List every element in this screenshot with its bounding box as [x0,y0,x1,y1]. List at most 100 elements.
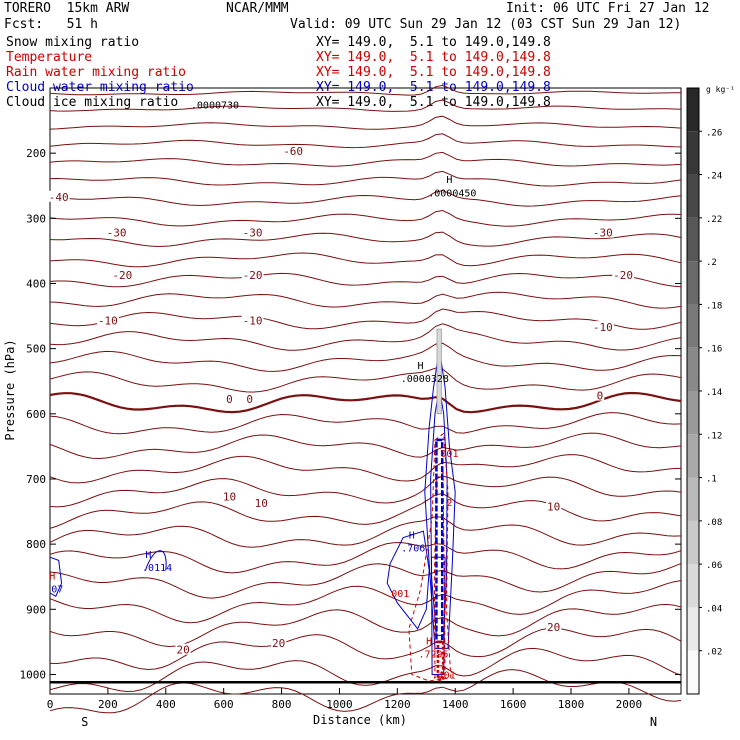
isotherm-label: 10 [255,497,268,510]
isotherm-label-bg [241,268,264,280]
colorbar-tick-label: .24 [706,172,722,182]
cloud-water-contour [49,556,63,597]
cloud-core-contour [435,438,444,644]
x-tick-label: 1600 [500,698,527,711]
isotherm-line [49,209,682,227]
isotherm-label-bg [546,500,562,512]
field-value-label: .0000450 [428,188,476,199]
isotherm-label-bg [221,490,238,502]
isotherm-label: -60 [283,145,303,158]
isotherm-line [49,432,682,460]
field-value-label: .0114 [142,563,172,574]
isotherm-label: 20 [177,644,190,657]
y-tick-label: 700 [26,473,46,486]
isotherm-label: -20 [112,269,132,282]
isotherm-line [49,115,682,130]
isotherm-label-bg [282,145,305,157]
colorbar-segment [687,391,699,435]
x-tick-label: 1800 [558,698,585,711]
isotherm-label-bg [546,620,562,632]
x-tick-label: 2000 [616,698,643,711]
y-tick-label: 500 [26,343,46,356]
plot-frame [49,87,682,695]
colorbar-segment [687,174,699,218]
isotherm-label: -10 [98,315,118,328]
y-tick-label: 600 [26,408,46,421]
isotherm-label-bg [111,268,134,280]
isotherm-label-bg [591,321,614,333]
isotherm-label: -10 [243,315,263,328]
isotherm-label: 0 [226,393,233,406]
field-value-label: .0000730 [191,100,239,111]
isotherm-line [49,669,682,714]
isotherm-line [49,493,682,529]
legend-field-name: Cloud ice mixing ratio [6,95,179,110]
init-time: Init: 06 UTC Fri 27 Jan 12 [506,1,710,16]
y-tick-label: 1000 [20,668,47,681]
isotherm-label-bg [241,314,264,326]
isotherm-label: 0 [597,390,604,403]
isotherm-line [49,562,682,599]
y-tick-label: 200 [26,147,46,160]
isotherm-label: -30 [243,227,263,240]
isotherm-line [49,170,682,187]
colorbar-segment [687,434,699,478]
model-title: TORERO 15km ARW [4,1,130,16]
end-label-north: N [650,715,657,729]
isotherm-line [49,580,682,624]
field-value-label: .0000328 [401,374,449,385]
colorbar-segment [687,304,699,348]
isotherm-line [49,454,682,484]
isotherm-label-bg [241,226,264,238]
isotherm-line [49,391,682,414]
snow-shading [436,328,442,415]
isotherm-line [49,367,682,393]
isotherm-line [49,231,682,247]
field-value-label: 001 [440,449,458,460]
legend-field-coords: XY= 149.0, 5.1 to 149.0,149.8 [316,35,551,50]
isotherm-label: 20 [547,621,560,634]
colorbar-segment [687,88,699,132]
y-tick-label: 800 [26,538,46,551]
cloud-water-contour [386,530,430,630]
isotherm-line [49,323,682,351]
isotherm-line [49,627,682,671]
isotherm-label-bg [175,643,191,655]
y-axis-label: Pressure (hPa) [3,339,17,440]
x-tick-label: 200 [98,698,118,711]
center-label: NCAR/MMM [226,1,289,16]
x-tick-label: 600 [214,698,234,711]
isotherm-label: 0 [246,393,253,406]
isotherm-label: 20 [272,637,285,650]
colorbar-tick-label: .2 [706,258,717,268]
colorbar-tick-label: .04 [706,604,722,614]
legend-field-coords: XY= 149.0, 5.1 to 149.0,149.8 [316,50,551,65]
x-tick-label: 0 [47,698,54,711]
field-value-label: .706 [401,543,425,554]
isotherm-label: -10 [593,321,613,334]
isotherm-line [49,541,682,574]
x-tick-label: 800 [272,698,292,711]
isotherm-line [49,475,682,508]
y-tick-label: 900 [26,603,46,616]
field-value-label: 001 [391,589,409,600]
isotherm-label-bg [591,226,614,238]
field-value-label: .401 [432,670,456,681]
isotherm-label-bg [225,392,234,404]
isotherm-line [49,189,682,207]
colorbar-tick-label: .22 [706,215,722,225]
isotherm-line [49,291,682,309]
isotherm-label-bg [612,268,635,280]
field-value-label: H [426,637,432,648]
isotherm-line [49,603,682,648]
isotherm-label: -30 [593,227,613,240]
isotherm-label: 10 [223,491,236,504]
isotherm-line [49,133,682,149]
field-value-label: H [145,550,151,561]
isotherm-label: -20 [613,269,633,282]
x-tick-label: 1400 [442,698,469,711]
isotherm-label: -40 [49,191,69,204]
end-label-south: S [81,715,88,729]
isotherm-line [49,84,681,96]
isotherm-label: -30 [107,227,127,240]
